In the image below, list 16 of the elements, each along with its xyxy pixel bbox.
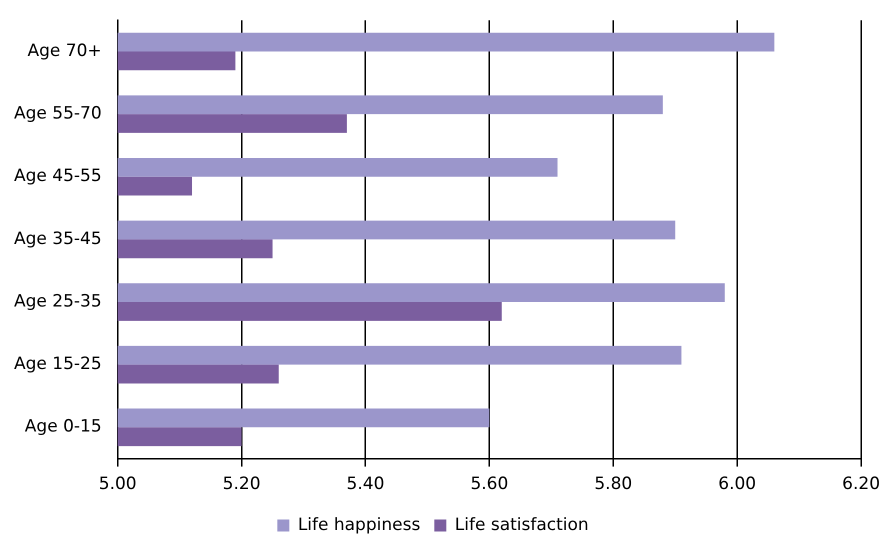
y-tick-label: Age 70+: [28, 40, 102, 61]
legend-label: Life satisfaction: [454, 514, 589, 535]
y-tick-label: Age 45-55: [14, 166, 102, 186]
y-tick-label: Age 35-45: [14, 228, 102, 249]
y-tick-label: Age 25-35: [14, 291, 102, 312]
x-tick-label: 5.80: [594, 474, 632, 494]
y-tick-label: Age 15-25: [14, 354, 102, 374]
x-tick-label: 5.40: [346, 474, 384, 494]
x-tick-label: 6.00: [718, 474, 756, 494]
x-tick-label: 6.20: [842, 474, 880, 494]
x-tick-label: 5.20: [222, 474, 261, 494]
y-tick-label: Age 0-15: [24, 416, 102, 437]
legend-label: Life happiness: [298, 514, 420, 535]
x-tick-label: 5.00: [98, 474, 137, 494]
y-tick-label: Age 55-70: [14, 104, 102, 124]
x-tick-label: 5.60: [470, 474, 508, 494]
